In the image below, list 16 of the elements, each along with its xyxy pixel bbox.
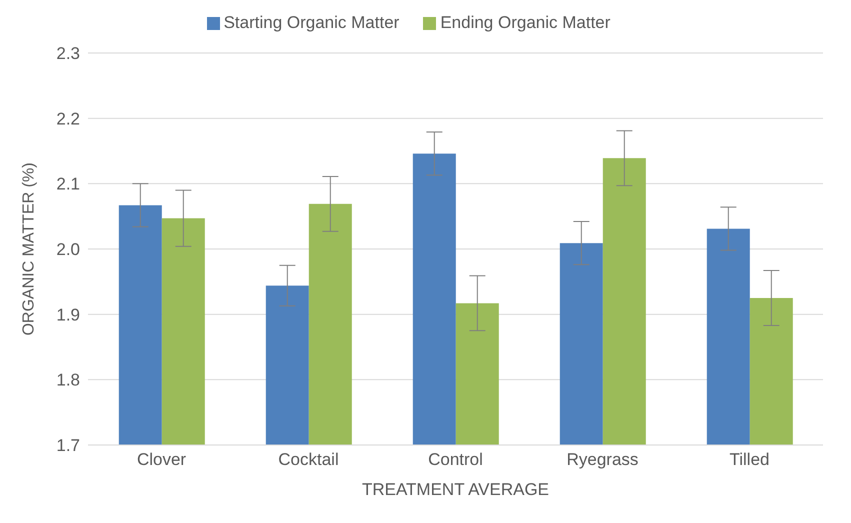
y-tick-label: 2.0 bbox=[56, 240, 80, 260]
x-axis-title: TREATMENT AVERAGE bbox=[362, 480, 550, 499]
x-tick-label: Control bbox=[428, 450, 483, 470]
x-tick-label: Cocktail bbox=[278, 450, 339, 470]
y-tick-label: 2.1 bbox=[56, 174, 80, 194]
legend-label: Ending Organic Matter bbox=[440, 13, 610, 32]
y-tick-label: 1.8 bbox=[56, 370, 80, 390]
x-tick-label: Tilled bbox=[730, 450, 770, 470]
legend-label: Starting Organic Matter bbox=[224, 13, 400, 32]
x-tick-label: Clover bbox=[136, 450, 186, 470]
y-tick-label: 1.7 bbox=[56, 436, 80, 456]
y-axis-title: ORGANIC MATTER (%) bbox=[20, 162, 38, 336]
y-tick-label: 2.3 bbox=[56, 44, 80, 64]
y-tick-label: 1.9 bbox=[56, 305, 80, 324]
y-tick-label: 2.2 bbox=[56, 109, 80, 128]
x-tick-label: Ryegrass bbox=[566, 450, 638, 470]
